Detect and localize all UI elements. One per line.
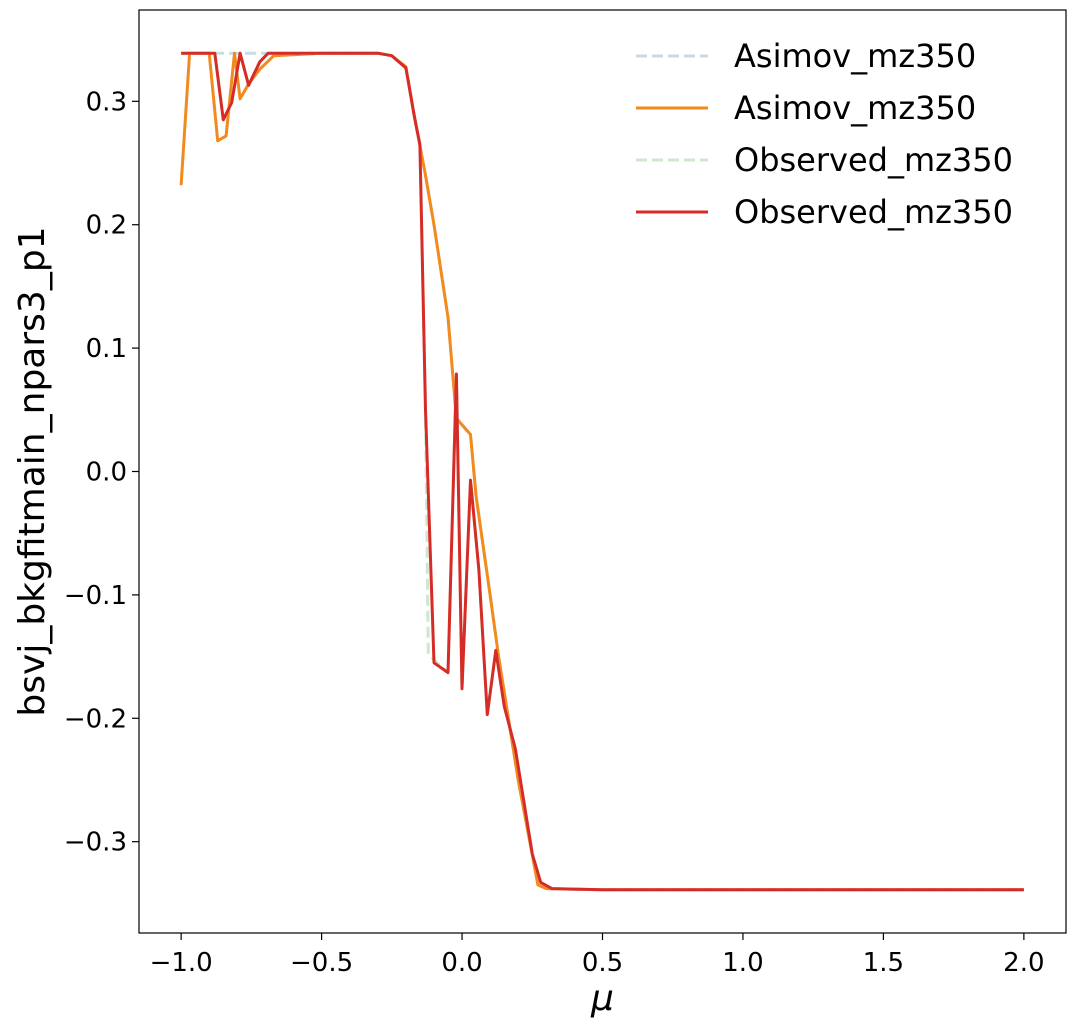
x-tick-label: 1.5 [863, 948, 904, 978]
x-tick-label: −0.5 [290, 948, 353, 978]
x-tick-label: 0.0 [441, 948, 482, 978]
series-line-3 [181, 51, 1024, 892]
y-tick-label: 0.1 [86, 334, 127, 364]
x-axis: −1.0 −0.5 0.0 0.5 1.0 1.5 2.0 [150, 933, 1045, 978]
x-tick-label: 2.0 [1003, 948, 1044, 978]
y-tick-label: −0.2 [64, 704, 127, 734]
x-tick-label: 1.0 [722, 948, 763, 978]
series-layer [179, 51, 1024, 892]
x-axis-title: μ [590, 978, 614, 1019]
legend: Asimov_mz350 Asimov_mz350 Observed_mz350 Ob… [636, 37, 1013, 231]
y-tick-label: 0.0 [86, 458, 127, 488]
y-tick-label: 0.2 [86, 211, 127, 241]
x-tick-label: 0.5 [582, 948, 623, 978]
y-tick-label: −0.3 [64, 828, 127, 858]
legend-label-0: Asimov_mz350 [734, 37, 976, 75]
y-axis: −0.3 −0.2 −0.1 0.0 0.1 0.2 0.3 [64, 87, 139, 858]
legend-label-1: Asimov_mz350 [734, 89, 976, 127]
x-tick-label: −1.0 [150, 948, 213, 978]
legend-label-2: Observed_mz350 [734, 141, 1013, 179]
y-axis-title: bsvj_bkgfitmain_npars3_p1 [12, 226, 53, 716]
y-tick-label: −0.1 [64, 581, 127, 611]
y-tick-label: 0.3 [86, 87, 127, 117]
legend-label-3: Observed_mz350 [734, 193, 1013, 231]
